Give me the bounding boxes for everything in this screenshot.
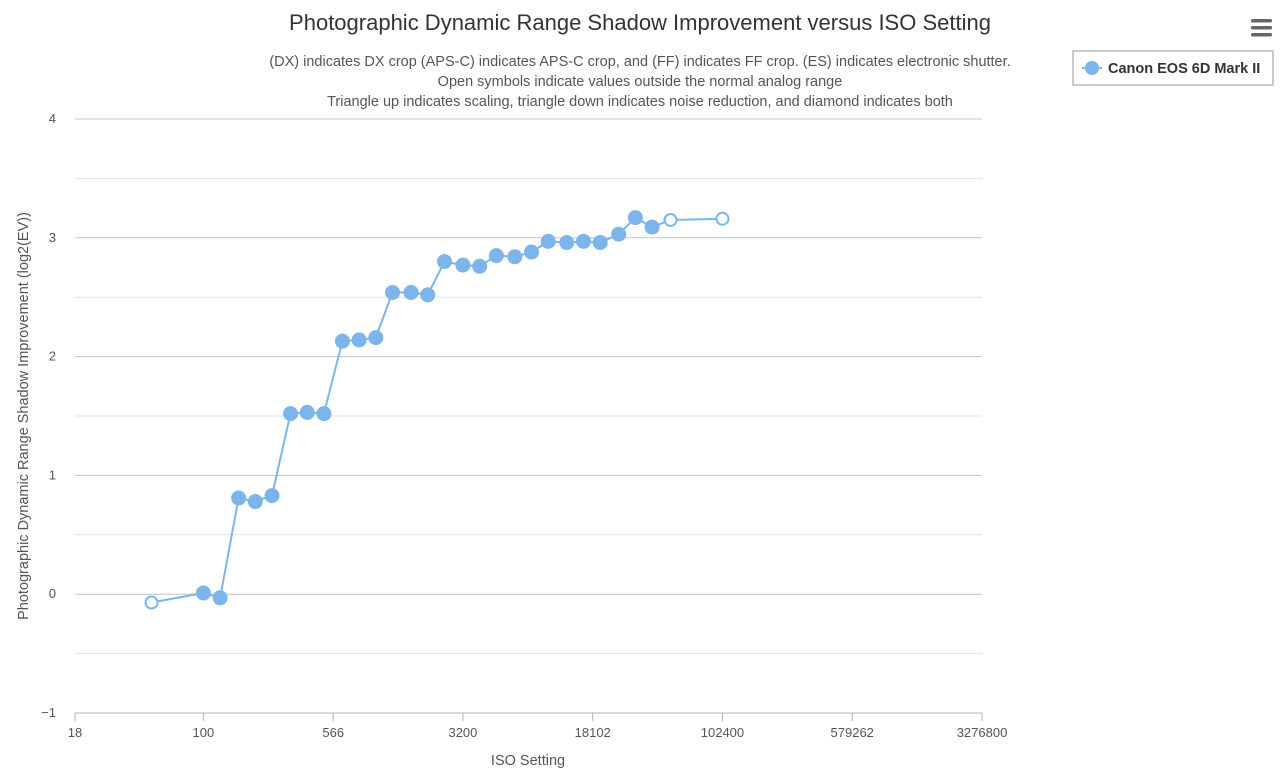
series-canon-eos-6d-mark-ii [144, 210, 730, 610]
x-axis-title: ISO Setting [491, 753, 565, 769]
data-point[interactable] [385, 284, 401, 300]
data-point-open[interactable] [715, 211, 730, 226]
y-tick-label: −1 [41, 705, 56, 720]
data-point[interactable] [351, 332, 367, 348]
data-point[interactable] [627, 210, 643, 226]
hamburger-menu-icon[interactable] [1251, 19, 1272, 37]
data-point[interactable] [455, 257, 471, 273]
data-point[interactable] [247, 494, 263, 510]
legend-item-canon-eos-6d-mark-ii[interactable]: Canon EOS 6D Mark II [1108, 61, 1260, 77]
chart-subtitle-line-1: (DX) indicates DX crop (APS-C) indicates… [269, 54, 1010, 70]
x-tick-label: 100 [193, 725, 215, 740]
data-point[interactable] [559, 235, 575, 251]
data-point[interactable] [592, 235, 608, 251]
chart-title: Photographic Dynamic Range Shadow Improv… [289, 10, 991, 35]
grid [75, 118, 982, 655]
legend[interactable]: Canon EOS 6D Mark II [1072, 50, 1274, 86]
chart-subtitle-line-3: Triangle up indicates scaling, triangle … [327, 94, 953, 110]
data-point[interactable] [368, 330, 384, 346]
y-tick-label: 4 [49, 111, 56, 126]
y-tick-label: 3 [49, 230, 56, 245]
x-tick-label: 3200 [448, 725, 477, 740]
data-point[interactable] [488, 248, 504, 264]
y-tick-label: 2 [49, 349, 56, 364]
legend-box [1072, 50, 1274, 86]
data-point[interactable] [212, 590, 228, 606]
data-point[interactable] [334, 333, 350, 349]
x-tick-label: 3276800 [957, 725, 1008, 740]
data-point-open[interactable] [663, 212, 678, 227]
data-point[interactable] [299, 404, 315, 420]
x-tick-label: 18102 [575, 725, 611, 740]
data-point[interactable] [436, 254, 452, 270]
chart-subtitle-line-2: Open symbols indicate values outside the… [438, 74, 843, 90]
x-tick-label: 18 [68, 725, 82, 740]
y-tick-label: 0 [49, 586, 56, 601]
x-tick-label: 102400 [701, 725, 744, 740]
data-point[interactable] [507, 249, 523, 265]
data-point[interactable] [264, 488, 280, 504]
data-point[interactable] [420, 287, 436, 303]
data-point[interactable] [472, 258, 488, 274]
data-point[interactable] [540, 233, 556, 249]
data-point[interactable] [524, 244, 540, 260]
x-tick-label: 566 [322, 725, 344, 740]
data-point[interactable] [611, 226, 627, 242]
data-point[interactable] [644, 219, 660, 235]
x-axis [74, 712, 983, 721]
data-point[interactable] [283, 406, 299, 422]
data-point[interactable] [575, 233, 591, 249]
series-line [151, 216, 723, 604]
legend-dot-marker [1085, 61, 1099, 75]
data-point[interactable] [195, 585, 211, 601]
y-tick-label: 1 [49, 467, 56, 482]
y-axis-ticks: 4 3 2 1 0 −1 [41, 111, 56, 720]
data-point[interactable] [403, 284, 419, 300]
y-axis-title: Photographic Dynamic Range Shadow Improv… [16, 212, 32, 620]
data-point[interactable] [231, 490, 247, 506]
x-tick-label: 579262 [831, 725, 874, 740]
x-axis-ticks: 18 100 566 3200 18102 102400 579262 3276800 [68, 725, 1008, 740]
data-point-open[interactable] [144, 595, 159, 610]
data-point[interactable] [316, 406, 332, 422]
